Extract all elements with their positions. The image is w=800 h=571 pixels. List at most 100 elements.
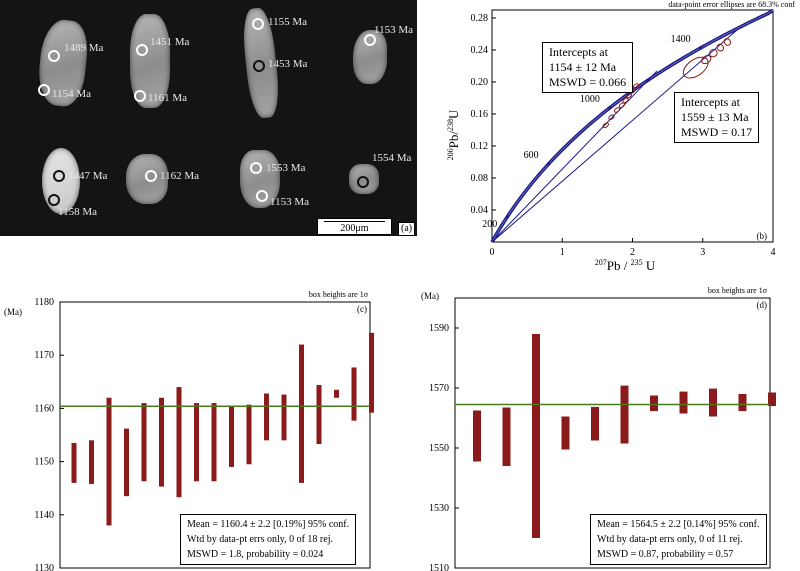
rejection-note: Wtd by data-pt errs only, 0 of 11 rej. xyxy=(597,534,743,545)
data-ellipse xyxy=(625,92,633,99)
data-ellipse xyxy=(608,114,615,120)
data-ellipse xyxy=(613,107,621,113)
intercept-mswd: MSWD = 0.17 xyxy=(681,125,753,139)
y-axis-label: 206Pb/238U xyxy=(446,109,461,160)
y-unit-label: (Ma) xyxy=(4,307,22,317)
error-box xyxy=(679,391,688,414)
concordia-age-label: 1000 xyxy=(580,94,600,105)
y-tick-label: 1160 xyxy=(34,403,54,414)
chart-note: data-point error ellipses are 68.3% conf xyxy=(668,0,795,9)
age-label: 1447 Ma xyxy=(68,170,108,182)
y-tick-label: 0.04 xyxy=(471,205,489,216)
error-box xyxy=(124,428,129,497)
error-box xyxy=(194,403,199,482)
error-box xyxy=(620,385,629,444)
error-box xyxy=(738,394,747,412)
analysis-spot xyxy=(252,18,264,30)
intercept-age: 1559 ± 13 Ma xyxy=(681,110,749,124)
analysis-spot xyxy=(48,50,60,62)
analysis-spot xyxy=(48,194,60,206)
y-tick-label: 1510 xyxy=(429,563,449,571)
intercept-title: Intercepts at xyxy=(681,95,740,109)
plot-frame xyxy=(454,297,771,569)
mean-value: Mean = 1564.5 ± 2.2 [0.14%] 95% conf. xyxy=(597,519,760,530)
cl-image-panel: 1489 Ma 1154 Ma 1451 Ma 1161 Ma 1155 Ma … xyxy=(0,0,417,236)
age-label: 1158 Ma xyxy=(58,206,98,218)
data-ellipse xyxy=(682,56,709,79)
concordia-curve xyxy=(490,8,774,243)
panel-tag-a: (a) xyxy=(398,222,416,236)
error-box xyxy=(89,440,94,484)
y-tick-label: 0.28 xyxy=(471,13,489,24)
error-box xyxy=(71,442,77,483)
intercept-title: Intercepts at xyxy=(549,45,608,59)
panel-tag-c: (c) xyxy=(357,304,367,314)
age-label: 1161 Ma xyxy=(148,92,188,104)
error-box xyxy=(316,384,322,445)
concordia-age-label: 600 xyxy=(524,150,539,161)
concordia-age-label: 1400 xyxy=(671,34,691,45)
age-marker xyxy=(699,46,703,50)
error-box xyxy=(768,392,776,406)
error-box xyxy=(176,387,182,498)
chart-note: box heights are 1σ xyxy=(309,290,369,299)
y-tick-label: 0.16 xyxy=(471,109,489,120)
y-tick-label: 1140 xyxy=(34,510,54,521)
error-box xyxy=(561,416,570,450)
error-box xyxy=(351,367,357,421)
age-label: 1155 Ma xyxy=(268,16,308,28)
age-label: 1154 Ma xyxy=(52,88,92,100)
y-tick-label: 1170 xyxy=(34,350,54,361)
y-tick-label: 1180 xyxy=(34,297,54,308)
error-box xyxy=(211,403,217,482)
analysis-spot xyxy=(250,162,262,174)
discordia-line xyxy=(491,28,739,243)
y-unit-label: (Ma) xyxy=(421,291,439,301)
error-box xyxy=(141,403,147,482)
y-tick-label: 0.24 xyxy=(471,45,489,56)
age-label: 1453 Ma xyxy=(268,58,308,70)
x-tick-label: 1 xyxy=(560,247,565,258)
y-tick-label: 1130 xyxy=(34,563,54,571)
error-box xyxy=(159,397,164,487)
y-tick-label: 1570 xyxy=(429,383,449,394)
intercept-box-1559: Intercepts at 1559 ± 13 Ma MSWD = 0.17 xyxy=(674,92,760,143)
error-box xyxy=(650,395,658,412)
error-box xyxy=(591,406,599,441)
age-label: 1153 Ma xyxy=(270,196,310,208)
y-tick-label: 1550 xyxy=(429,443,449,454)
concordia-chart: data-point error ellipses are 68.3% conf… xyxy=(446,0,795,272)
x-tick-label: 3 xyxy=(700,247,705,258)
panel-tag-b: (b) xyxy=(757,231,768,241)
error-box xyxy=(334,389,339,398)
intercept-age: 1154 ± 12 Ma xyxy=(549,60,617,74)
error-box xyxy=(299,344,304,483)
mswd-note: MSWD = 1.8, probability = 0.024 xyxy=(187,549,324,560)
y-tick-label: 1530 xyxy=(429,503,449,514)
data-ellipse xyxy=(723,38,732,46)
panel-tag-d: (d) xyxy=(757,300,768,310)
discordia-line xyxy=(491,70,658,243)
concordia-curve-highlight xyxy=(491,9,774,243)
error-box xyxy=(106,397,112,526)
x-tick-label: 0 xyxy=(490,247,495,258)
mean-value: Mean = 1160.4 ± 2.2 [0.19%] 95% conf. xyxy=(187,519,350,530)
age-marker xyxy=(505,215,509,219)
analysis-spot xyxy=(38,84,50,96)
data-ellipse xyxy=(618,102,626,108)
intercept-mswd: MSWD = 0.066 xyxy=(549,75,627,89)
x-tick-label: 4 xyxy=(771,247,776,258)
data-ellipse xyxy=(708,49,718,58)
age-marker xyxy=(547,162,551,166)
plot-frame xyxy=(59,301,371,569)
error-box xyxy=(246,404,252,465)
error-box xyxy=(229,405,234,467)
mean-stats-d: Mean = 1564.5 ± 2.2 [0.14%] 95% conf. Wt… xyxy=(590,514,767,565)
analysis-spot xyxy=(357,176,369,188)
age-marker xyxy=(608,106,612,110)
age-label: 1554 Ma xyxy=(372,152,412,164)
chart-note: box heights are 1σ xyxy=(708,286,768,295)
analysis-spot xyxy=(253,60,265,72)
y-tick-label: 0.08 xyxy=(471,173,489,184)
age-label: 1451 Ma xyxy=(150,36,190,48)
